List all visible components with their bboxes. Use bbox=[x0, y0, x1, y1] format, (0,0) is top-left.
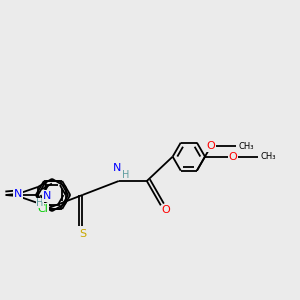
Text: CH₃: CH₃ bbox=[238, 142, 254, 151]
Text: S: S bbox=[14, 191, 21, 201]
Text: N: N bbox=[43, 191, 51, 201]
Text: H: H bbox=[122, 170, 130, 180]
Text: O: O bbox=[206, 141, 215, 151]
Text: H: H bbox=[36, 198, 44, 208]
Text: N: N bbox=[112, 163, 121, 173]
Text: O: O bbox=[229, 152, 237, 162]
Text: S: S bbox=[79, 229, 86, 239]
Text: N: N bbox=[14, 189, 22, 199]
Text: Cl: Cl bbox=[38, 204, 49, 214]
Text: O: O bbox=[161, 206, 170, 215]
Text: CH₃: CH₃ bbox=[260, 152, 276, 161]
